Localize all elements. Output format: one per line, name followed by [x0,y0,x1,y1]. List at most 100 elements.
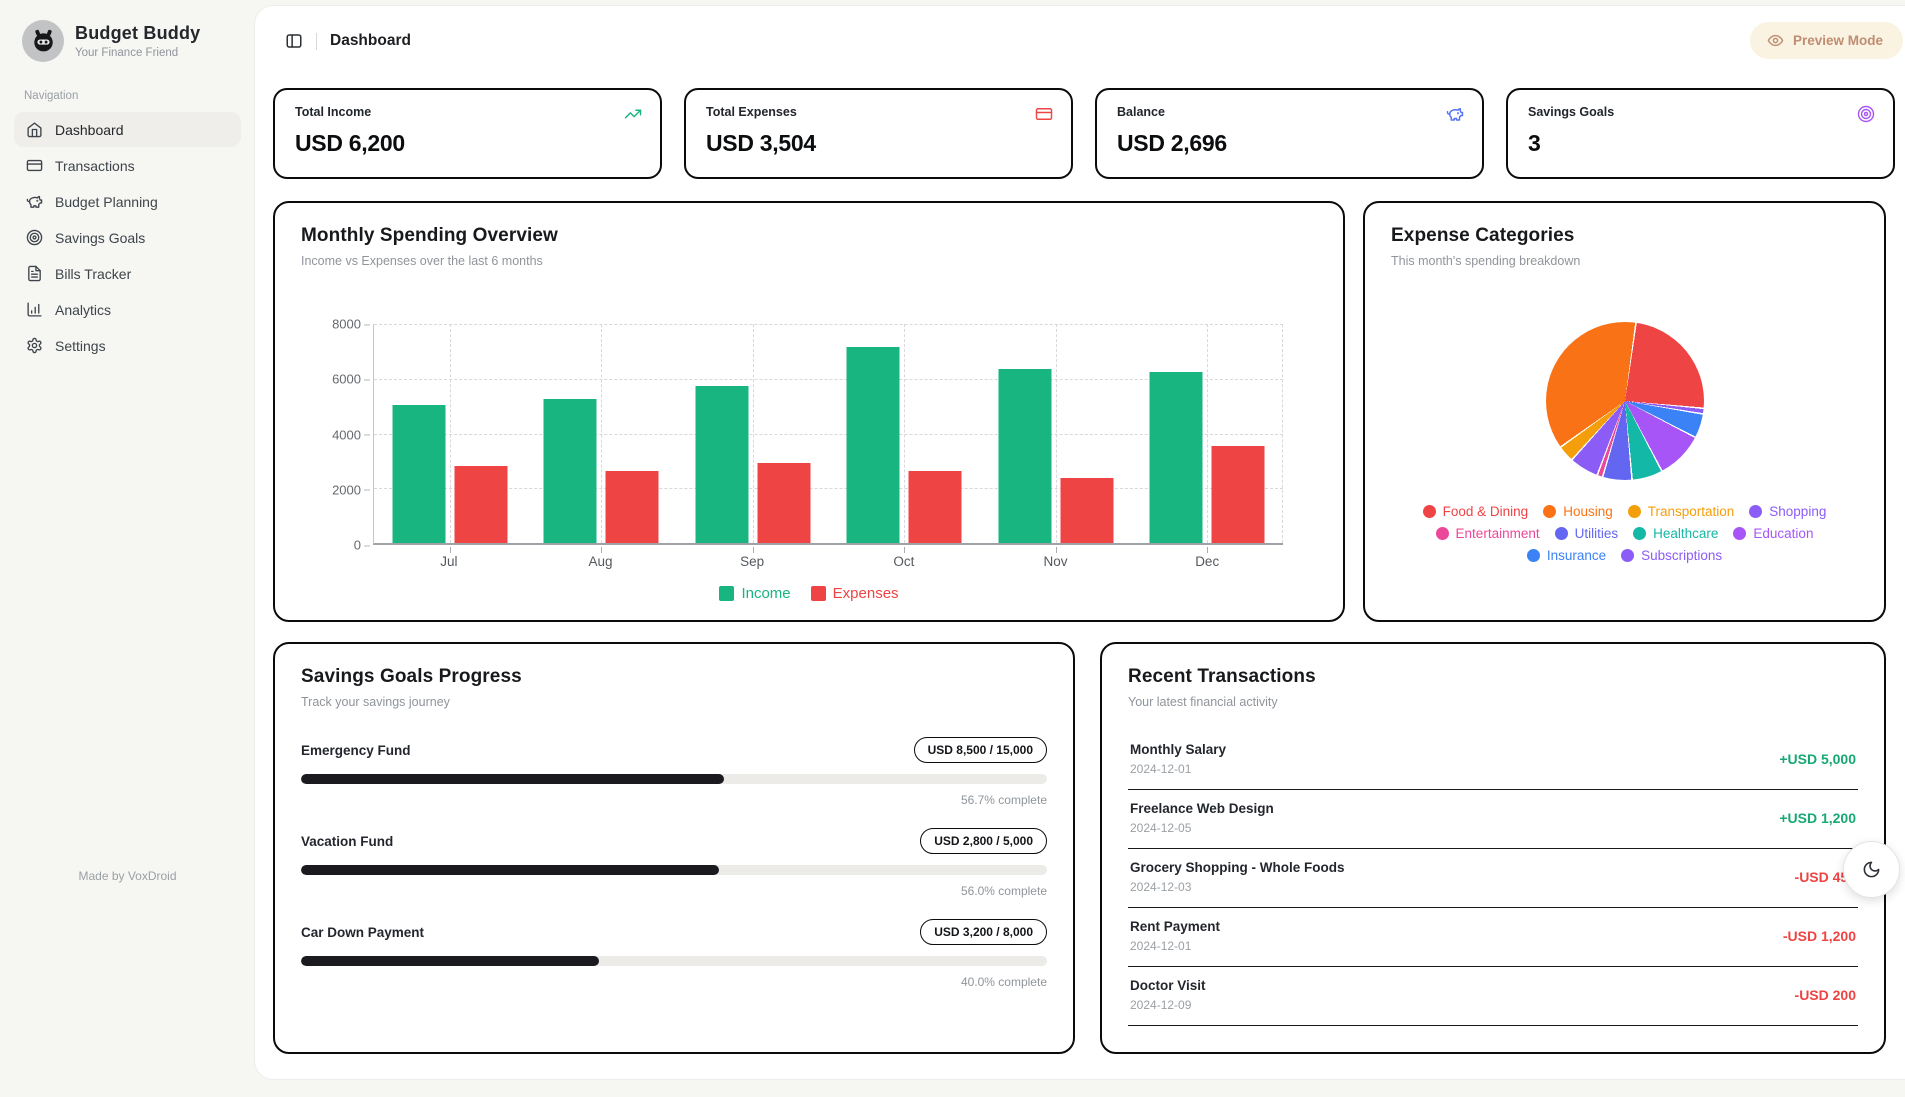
transaction-row[interactable]: Doctor Visit 2024-12-09 -USD 200 [1128,967,1858,1026]
pie-legend-label: Education [1753,526,1814,541]
bar-chart-y-axis: 8000 6000 4000 2000 0 [307,317,373,553]
bar-income-sep [695,386,749,543]
stat-cards-row: Total Income USD 6,200 Total Expenses USD 3… [273,88,1895,179]
goals-list: Emergency Fund USD 8,500 / 15,000 56.7% co… [301,737,1047,989]
transaction-name: Monthly Salary [1130,742,1227,757]
pie-legend-dot [1627,505,1641,518]
bar-group-dec [1132,324,1284,553]
sidebar-toggle-button[interactable] [285,32,303,50]
piggy-bank-icon [1446,108,1464,121]
transaction-row[interactable]: Grocery Shopping - Whole Foods 2024-12-03… [1128,849,1858,908]
sidebar-item-transactions[interactable]: Transactions [14,148,241,183]
pie-legend-item-food-dining[interactable]: Food & Dining [1422,504,1529,519]
pie-legend-dot [1422,505,1436,518]
bar-expenses-oct [908,471,962,543]
pie-legend-label: Food & Dining [1442,504,1529,519]
pie-legend-label: Transportation [1647,504,1735,519]
moon-icon [1863,861,1880,878]
bar-chart-legend: Income Expenses [301,585,1317,602]
gear-icon [27,337,42,354]
transaction-row[interactable]: Rent Payment 2024-12-01 -USD 1,200 [1128,908,1858,967]
sidebar-item-budget-planning[interactable]: Budget Planning [14,184,241,219]
bottom-row: Savings Goals Progress Track your saving… [273,642,1895,1054]
transaction-date: 2024-12-03 [1130,880,1192,894]
panel-left-icon [286,34,302,48]
transaction-name: Freelance Web Design [1130,801,1274,816]
goal-percent-label: 40.0% complete [960,975,1047,989]
transaction-info: Freelance Web Design 2024-12-05 [1130,801,1274,835]
sidebar-item-label: Analytics [55,301,112,318]
preview-mode-button[interactable]: Preview Mode [1749,22,1903,59]
bar-group-oct [829,324,981,553]
bar-pair [543,399,659,543]
transaction-row[interactable]: Freelance Web Design 2024-12-05 +USD 1,200 [1128,790,1858,849]
bar-chart-icon [27,302,42,317]
transaction-row[interactable]: Monthly Salary 2024-12-01 +USD 5,000 [1128,731,1858,790]
credit-card-icon [1035,105,1053,128]
app-logo-icon [22,20,64,62]
pie-legend-item-education[interactable]: Education [1733,526,1813,541]
transaction-date: 2024-12-01 [1130,939,1192,953]
sidebar-item-savings-goals[interactable]: Savings Goals [14,220,241,255]
stat-label: Total Expenses [706,105,797,119]
x-axis-label: Nov [1043,554,1068,569]
goal-progress-fill [301,956,600,966]
legend-item-income[interactable]: Income [719,585,791,602]
transaction-date: 2024-12-05 [1130,821,1192,835]
stat-value: USD 2,696 [1117,130,1227,156]
bar-income-dec [1149,372,1203,543]
pie-legend-dot [1749,505,1763,518]
pie-chart-legend: Food & Dining Housing Transportation Shoppi… [1393,504,1856,563]
trending-up-icon [624,105,642,128]
target-icon [1857,105,1875,128]
bar-chart: 8000 6000 4000 2000 0 [307,317,1284,553]
transactions-subtitle: Your latest financial activity [1128,695,1278,709]
sidebar-nav: Dashboard Transactions Budget Planning Savi… [14,112,241,363]
goal-vacation-fund: Vacation Fund USD 2,800 / 5,000 56.0% comp… [301,828,1047,898]
monthly-chart-title: Monthly Spending Overview [301,225,558,246]
pie-legend-dot [1435,527,1449,540]
sidebar-item-settings[interactable]: Settings [14,328,241,363]
sidebar: Budget Buddy Your Finance Friend Navigat… [0,0,255,1097]
sidebar-item-dashboard[interactable]: Dashboard [14,112,241,147]
expense-categories-card: Expense Categories This month's spending… [1363,201,1886,622]
legend-item-expenses[interactable]: Expenses [810,585,899,602]
recent-transactions-card: Recent Transactions Your latest financia… [1100,642,1886,1054]
pie-legend-item-healthcare[interactable]: Healthcare [1633,526,1718,541]
sidebar-item-bills-tracker[interactable]: Bills Tracker [14,256,241,291]
x-axis-label: Dec [1195,554,1220,569]
stat-value: USD 3,504 [706,130,816,156]
transaction-amount: -USD 1,200 [1782,928,1856,944]
pie-chart [1545,322,1704,480]
pie-legend-item-utilities[interactable]: Utilities [1554,526,1618,541]
transaction-amount: -USD 200 [1794,987,1856,1003]
sidebar-item-analytics[interactable]: Analytics [14,292,241,327]
goal-percent-label: 56.0% complete [960,884,1047,898]
pie-legend-item-housing[interactable]: Housing [1543,504,1613,519]
transaction-amount: +USD 1,200 [1779,810,1856,826]
theme-toggle-button[interactable] [1843,841,1900,898]
goal-progress-track [301,774,1047,784]
pie-legend-item-transportation[interactable]: Transportation [1627,504,1735,519]
pie-legend-item-entertainment[interactable]: Entertainment [1435,526,1540,541]
goal-amount-badge: USD 3,200 / 8,000 [920,919,1047,945]
transaction-info: Rent Payment 2024-12-01 [1130,919,1220,953]
pie-legend-item-shopping[interactable]: Shopping [1749,504,1826,519]
nav-section-label: Navigation [24,90,79,102]
pie-legend-item-insurance[interactable]: Insurance [1526,548,1606,563]
transaction-info: Grocery Shopping - Whole Foods 2024-12-03 [1130,860,1345,894]
trending-up-icon [624,109,642,119]
gridline [374,378,1283,380]
savings-goals-card: Savings Goals Progress Track your saving… [273,642,1075,1054]
goal-car-down-payment: Car Down Payment USD 3,200 / 8,000 40.0% c… [301,919,1047,989]
transactions-title: Recent Transactions [1128,666,1316,687]
pie-legend-dot [1633,527,1647,540]
preview-mode-label: Preview Mode [1792,33,1883,48]
sidebar-item-label: Budget Planning [55,193,158,210]
bar-group-aug [526,324,678,553]
pie-legend-item-subscriptions[interactable]: Subscriptions [1621,548,1722,563]
bar-group-sep [677,324,829,553]
bar-chart-x-axis: Jul Aug Sep Oct Nov Dec [373,554,1283,569]
goal-emergency-fund: Emergency Fund USD 8,500 / 15,000 56.7% co… [301,737,1047,807]
y-axis-tick: 4000 [332,427,370,442]
